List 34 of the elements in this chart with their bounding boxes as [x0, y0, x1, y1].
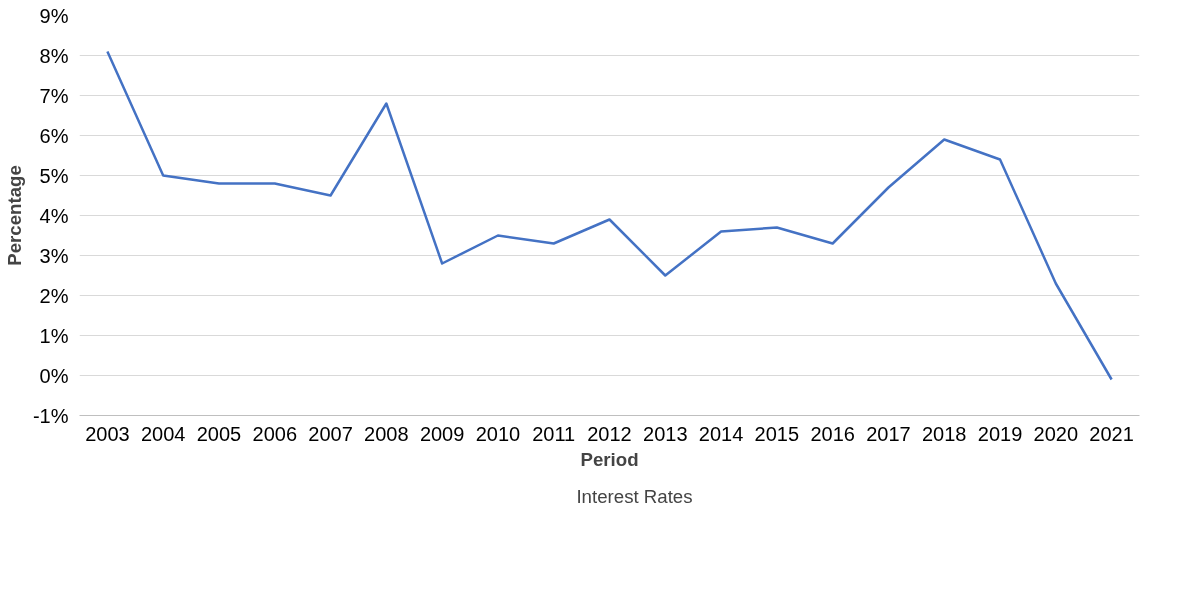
x-tick-label: 2020: [1033, 422, 1079, 445]
x-tick-label: 2012: [587, 422, 632, 445]
x-tick-label: 2017: [866, 422, 911, 445]
x-tick-label: 2021: [1089, 422, 1134, 445]
x-tick-label: 2019: [977, 422, 1023, 445]
x-tick-label: 2008: [364, 422, 409, 445]
y-tick-label: 0%: [39, 364, 69, 387]
x-tick-label: 2003: [85, 422, 130, 445]
x-axis-title: Period: [580, 448, 639, 470]
x-tick-label: 2006: [252, 422, 298, 445]
text: Interest Rates: [576, 486, 693, 508]
x-tick-label: 2009: [419, 422, 465, 445]
x-tick-label: 2013: [643, 422, 688, 445]
x-tick-label: 2015: [754, 422, 800, 445]
y-tick-label: 4%: [39, 204, 69, 227]
x-tick-label: 2005: [196, 422, 242, 445]
y-tick-label: 5%: [39, 164, 69, 187]
y-axis-title: Percentage: [3, 165, 25, 266]
x-tick-label: 2011: [532, 422, 576, 445]
line-series: [106, 50, 1113, 381]
x-tick-label: 2014: [698, 422, 744, 445]
y-tick-label: 6%: [39, 124, 69, 147]
x-tick-label: 2016: [810, 422, 855, 445]
y-tick-label: 8%: [39, 44, 69, 67]
x-tick-label: 2018: [921, 422, 967, 445]
x-tick-label: 2007: [308, 422, 353, 445]
x-tick-label: 2010: [475, 422, 521, 445]
y-tick-label: 9%: [39, 4, 69, 27]
x-tick-label: 2004: [140, 422, 186, 445]
y-tick-label: -1%: [32, 404, 69, 427]
y-tick-label: 2%: [39, 284, 69, 307]
y-tick-label: 7%: [39, 84, 69, 107]
y-tick-label: 1%: [39, 324, 69, 347]
y-tick-label: 3%: [39, 244, 69, 267]
